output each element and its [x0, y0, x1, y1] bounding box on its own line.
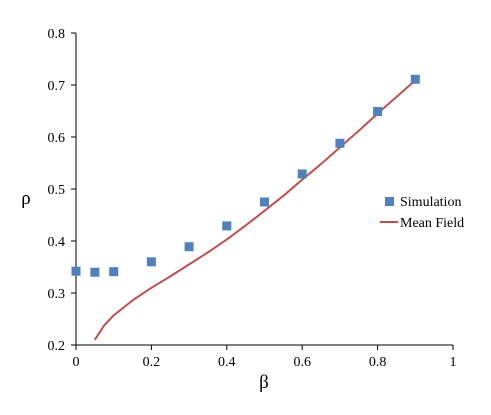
data-point-simulation: [410, 74, 420, 84]
x-tick-label: 0.8: [369, 355, 387, 370]
axes: [75, 33, 453, 346]
y-tick-label: 0.5: [48, 183, 66, 198]
y-tick-label: 0.6: [48, 131, 66, 146]
data-point-simulation: [184, 242, 194, 252]
legend-label-mean-field: Mean Field: [400, 216, 464, 231]
data-point-simulation: [71, 266, 81, 276]
x-tick-label: 1: [450, 355, 457, 370]
data-point-simulation: [335, 138, 345, 148]
y-tick-label: 0.4: [48, 235, 66, 250]
x-tick-label: 0.6: [293, 355, 311, 370]
data-point-simulation: [297, 169, 307, 179]
y-tick-label: 0.3: [48, 287, 66, 302]
x-axis-title: β: [259, 372, 269, 393]
data-point-simulation: [146, 257, 156, 267]
x-tick-label: 0.2: [143, 355, 161, 370]
y-tick-label: 0.8: [48, 27, 66, 42]
y-tick-label: 0.7: [48, 79, 66, 94]
y-tick-label: 0.2: [48, 339, 66, 354]
legend-label-simulation: Simulation: [400, 195, 461, 210]
data-point-simulation: [260, 197, 269, 207]
y-axis-title: ρ: [21, 188, 30, 209]
data-point-simulation: [109, 267, 119, 277]
x-tick-label: 0: [73, 355, 80, 370]
legend-marker-simulation: [385, 197, 394, 206]
data-point-simulation: [90, 267, 100, 277]
x-axis-ticks: 0 0.2 0.4 0.6 0.8 1: [73, 345, 457, 370]
data-point-simulation: [222, 221, 232, 231]
data-point-simulation: [373, 107, 383, 117]
series-line-mean-field: [93, 79, 416, 341]
y-axis-ticks: 0.2 0.3 0.4 0.5 0.6 0.7 0.8: [48, 27, 76, 354]
x-tick-label: 0.4: [218, 355, 236, 370]
legend: Simulation Mean Field: [380, 195, 464, 231]
series-layer: [71, 74, 420, 341]
